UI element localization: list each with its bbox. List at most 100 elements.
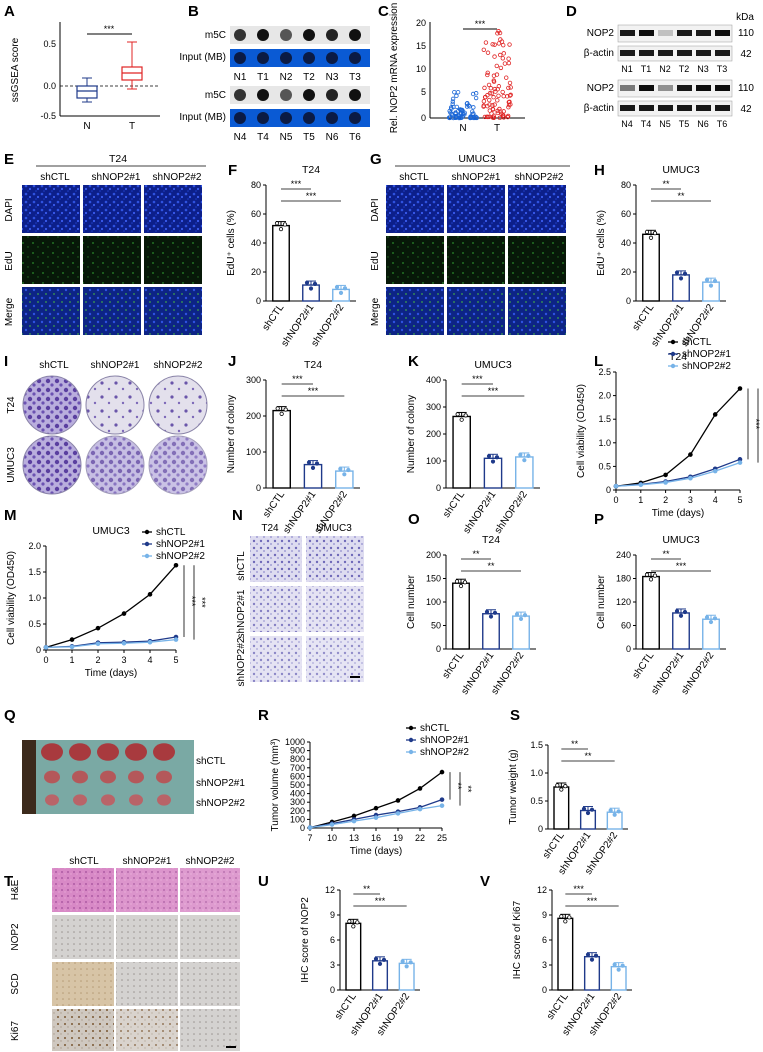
panel-b: B m5C Input (MB) N1 T1 N2 T2 N3 T3 m5C I… [179, 3, 370, 143]
panel-r-ytick: 200 [290, 806, 305, 816]
panel-r-point [395, 811, 401, 816]
panel-q-tumor [156, 770, 172, 784]
panel-s-ylabel: Tumor weight (g) [508, 749, 519, 824]
panel-d-actin-band [620, 50, 635, 56]
panel-d-nop2-band [696, 85, 711, 91]
panel-m-point [69, 644, 75, 650]
panel-m-legend-label: shNOP2#2 [156, 551, 205, 562]
panel-k-xtick: shNOP2#2 [493, 489, 530, 536]
panel-e-row: Merge [4, 297, 15, 326]
panel-c-point-t [506, 56, 511, 61]
panel-l-point [737, 386, 743, 391]
panel-l-ytick: 0 [606, 485, 611, 495]
panel-r-point [417, 806, 423, 812]
panel-j-ytick: 0 [256, 483, 261, 493]
panel-h-point [678, 276, 684, 281]
panel-label-u: U [258, 873, 269, 890]
panel-o-ytick: 150 [426, 574, 441, 584]
panel-n-row: shCTL [236, 551, 247, 581]
panel-k-point [490, 459, 496, 464]
panel-g-image [447, 185, 505, 233]
panel-u-point [400, 959, 405, 964]
panel-b-m5c-label: m5C [205, 30, 226, 41]
panel-k-ytick: 100 [426, 456, 441, 466]
panel-v-point [567, 915, 572, 920]
panel-r-point [307, 825, 313, 830]
panel-g-image [508, 185, 566, 233]
panel-u-ytick: 9 [330, 910, 335, 920]
panel-h-point [652, 231, 658, 236]
panel-c-point-t [485, 50, 491, 55]
panel-q-tumor [97, 743, 119, 761]
panel-q-tumor [72, 770, 88, 784]
panel-v-point [620, 963, 625, 968]
panel-label-n: N [232, 507, 243, 524]
panel-q-tumor [73, 794, 87, 806]
panel-q-tumor [69, 743, 91, 761]
panel-p-point [678, 613, 684, 618]
panel-e-image [22, 185, 80, 233]
panel-c-point-n [454, 93, 459, 99]
panel-c-point-t [489, 91, 494, 96]
panel-j-point [283, 407, 288, 412]
panel-h-ytick: 0 [626, 296, 631, 306]
panel-d-actin-band [696, 105, 711, 111]
panel-l-xtick: 1 [638, 495, 643, 505]
panel-t-image [116, 1009, 178, 1051]
panel-s-point [608, 808, 613, 813]
panel-n: N T24 UMUC3 shCTL shNOP2#1 shNOP2#2 [232, 507, 364, 686]
panel-c-point-t [481, 47, 487, 52]
panel-c-point-t [498, 109, 503, 114]
panel-q-ruler [22, 740, 36, 814]
panel-q-tumor [125, 743, 147, 761]
panel-q-tumor [128, 770, 144, 784]
panel-c-point-n [454, 104, 460, 110]
panel-c-point-t [492, 54, 497, 59]
panel-v-point [563, 919, 568, 924]
panel-c-point-n [466, 103, 471, 108]
panel-f-ylabel: EdU⁺ cells (%) [226, 210, 237, 276]
panel-r-legend-label: shNOP2#1 [420, 735, 469, 746]
panel-b-m5c-dot [303, 29, 315, 41]
panel-u-ytick: 0 [330, 985, 335, 995]
panel-c-point-n [455, 90, 461, 95]
panel-b-m5c-dot [280, 29, 292, 41]
panel-p-ytick: 0 [626, 644, 631, 654]
panel-n-col: UMUC3 [316, 523, 352, 534]
panel-b-lane: T5 [303, 132, 315, 143]
panel-t-col: shNOP2#2 [186, 856, 235, 867]
panel-b-input-label: Input (MB) [179, 52, 226, 63]
panel-a: A ssGSEA score 0.5 0.0 -0.5 *** N T [4, 3, 160, 132]
panel-l-sig: *** [761, 420, 763, 431]
panel-r: R Tumor volume (mm³) 010020030040050060070… [258, 707, 473, 857]
panel-c-point-n [471, 105, 476, 110]
panel-k-ytick: 200 [426, 429, 441, 439]
panel-p-ylabel: Cell number [596, 574, 607, 629]
panel-c-point-n [458, 110, 463, 116]
panel-a-sig: *** [104, 24, 115, 34]
panel-d-mw: 42 [740, 104, 752, 115]
panel-c-point-t [493, 89, 498, 94]
panel-l-xtick: 0 [613, 495, 618, 505]
panel-c-point-n [446, 115, 452, 120]
panel-g-row: Merge [370, 297, 381, 326]
panel-i-plate [85, 375, 145, 435]
panel-p-bar [642, 575, 660, 650]
panel-b-m5c-dot [280, 89, 292, 101]
panel-label-o: O [408, 511, 420, 528]
panel-r-point [373, 815, 379, 820]
panel-r-ytick: 800 [290, 754, 305, 764]
panel-u-ytick: 6 [330, 935, 335, 945]
panel-o-ytick: 100 [426, 597, 441, 607]
panel-h-ylabel: EdU⁺ cells (%) [596, 210, 607, 276]
panel-d-lane: T2 [679, 64, 690, 74]
panel-r-point [351, 813, 357, 819]
panel-m-xtick: 4 [147, 655, 152, 665]
panel-c-point-t [492, 102, 497, 107]
panel-label-r: R [258, 707, 269, 724]
panel-a-box-n [76, 85, 98, 99]
panel-k-point [463, 413, 468, 418]
panel-r-xtick: 13 [349, 833, 359, 843]
panel-c-point-t [481, 99, 487, 104]
panel-j-title: T24 [304, 359, 322, 371]
